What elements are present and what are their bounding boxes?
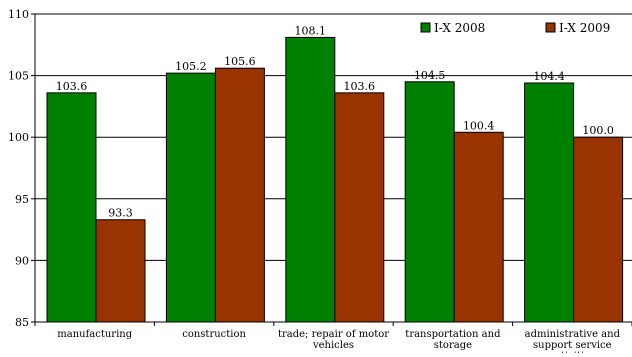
x-category-label-line: support service <box>533 340 612 351</box>
y-tick-label: 100 <box>8 131 29 144</box>
legend-label: I-X 2009 <box>559 21 610 35</box>
bar-series2 <box>214 67 265 323</box>
bar-series2 <box>453 131 504 323</box>
data-label: 93.3 <box>108 207 133 220</box>
x-category-label: construction <box>182 329 246 340</box>
x-category-label: manufacturing <box>57 329 132 340</box>
y-tick-label: 105 <box>8 70 29 83</box>
bar-series2 <box>573 136 624 323</box>
x-axis-categories: manufacturing construction trade; repair o… <box>57 329 621 357</box>
y-tick-label: 90 <box>15 254 29 267</box>
x-category-label-line: storage <box>434 340 472 351</box>
legend-label: I-X 2008 <box>434 21 485 35</box>
bar-series2 <box>95 219 146 323</box>
x-category-label-line: administrative and <box>525 329 621 340</box>
data-label: 105.6 <box>224 55 256 68</box>
x-category-label-line: construction <box>182 329 246 340</box>
x-category-label-line: trade; repair of motor <box>278 329 389 340</box>
x-category-label-line: manufacturing <box>57 329 132 340</box>
bar-series1 <box>46 92 97 323</box>
legend-swatch <box>420 22 431 33</box>
data-label: 103.6 <box>344 80 376 93</box>
data-label: 104.5 <box>414 69 446 82</box>
data-label: 105.2 <box>175 60 207 73</box>
data-labels: 103.6 105.2 108.1 104.5 104.4 93.3 105.6 103.6 1… <box>56 24 614 219</box>
bars <box>46 36 624 323</box>
x-category-label-line: transportation and <box>405 329 501 340</box>
data-label: 103.6 <box>56 80 88 93</box>
y-tick-label: 95 <box>15 193 29 206</box>
bar-series1 <box>285 36 336 323</box>
data-label: 108.1 <box>295 24 327 37</box>
bar-series1 <box>165 72 216 323</box>
data-label: 100.4 <box>463 119 495 132</box>
x-category-label: transportation and storage <box>405 329 501 351</box>
bar-series1 <box>524 82 575 323</box>
axes <box>34 14 632 326</box>
y-tick-label: 110 <box>8 8 29 21</box>
data-label: 100.0 <box>582 124 614 137</box>
legend: I-X 2008 I-X 2009 <box>420 21 610 35</box>
bar-series1 <box>404 81 455 323</box>
y-tick-label: 85 <box>15 316 29 329</box>
data-label: 104.4 <box>533 70 565 83</box>
x-category-label-line: vehicles <box>312 340 354 351</box>
y-axis-ticks: 85 90 95 100 105 110 <box>8 8 35 329</box>
legend-swatch <box>545 22 556 33</box>
bar-series2 <box>334 92 385 323</box>
x-category-label: trade; repair of motor vehicles <box>278 329 389 351</box>
